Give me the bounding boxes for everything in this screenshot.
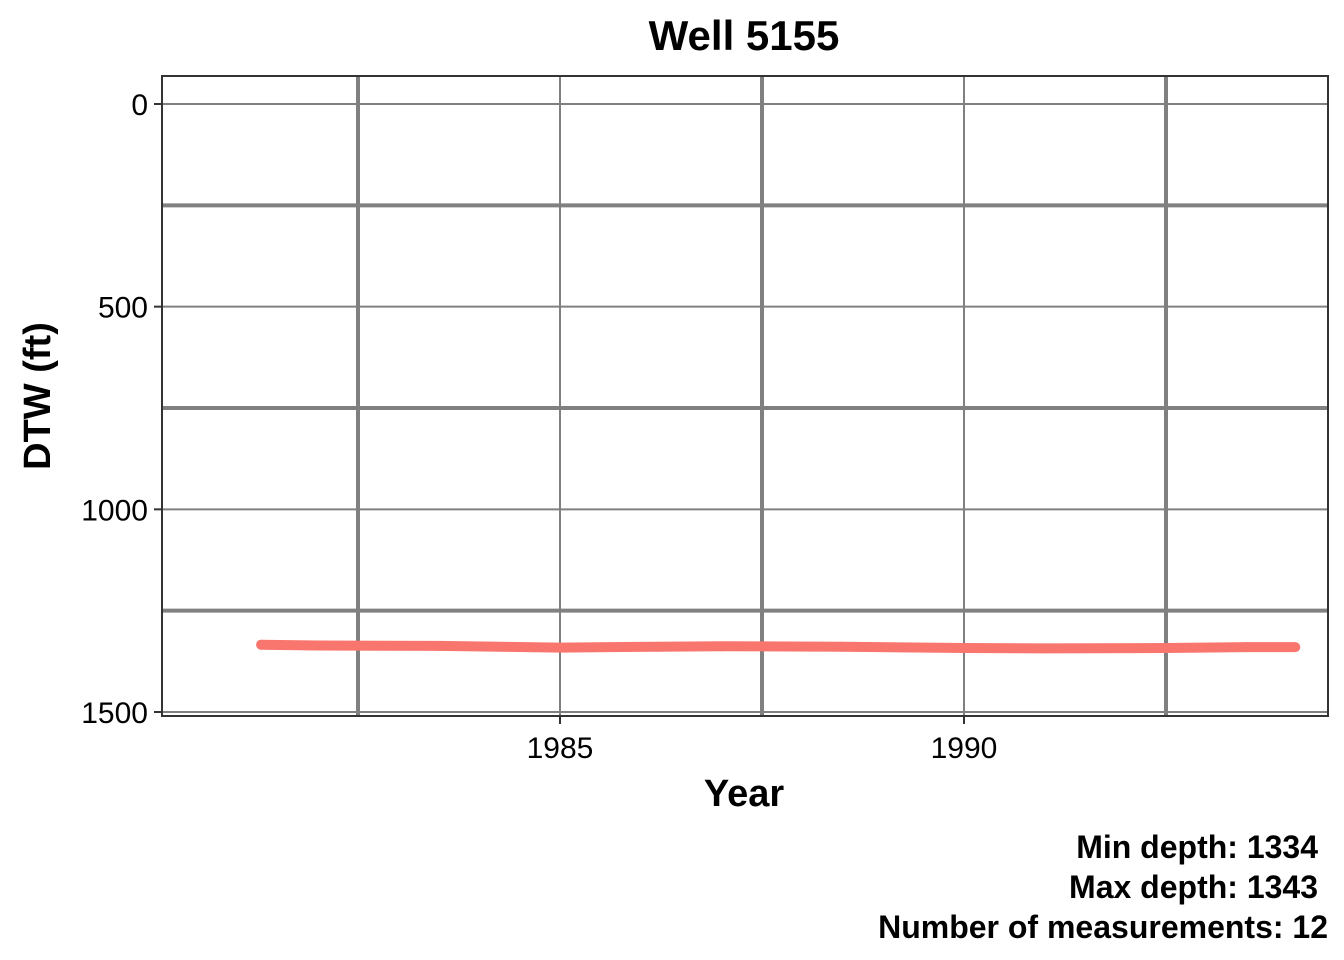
data-point — [1039, 643, 1050, 654]
series-line — [260, 639, 1296, 654]
grid — [162, 76, 1328, 716]
caption-min-depth: Min depth: 1334 — [1076, 829, 1318, 865]
data-point — [716, 641, 727, 652]
x-tick-label: 1985 — [527, 732, 594, 765]
axes: 1985 1990 0 500 1000 1500 — [81, 89, 997, 765]
data-point — [837, 641, 848, 652]
y-tick-label: 0 — [131, 89, 148, 122]
data-point — [1290, 642, 1301, 653]
series-layer — [256, 639, 1301, 654]
data-point — [1241, 642, 1252, 653]
data-point — [1161, 642, 1171, 653]
plot-panel-border — [161, 75, 1329, 717]
y-axis-title: DTW (ft) — [17, 322, 59, 470]
y-tick-label: 1000 — [81, 494, 148, 527]
x-axis-title: Year — [704, 773, 785, 815]
data-point — [433, 640, 444, 651]
caption-measurement-count: Number of measurements: 12 — [878, 909, 1328, 945]
data-point — [312, 640, 323, 651]
chart-title: Well 5155 — [649, 12, 840, 59]
data-point — [651, 641, 662, 652]
y-tick-label: 500 — [98, 292, 148, 325]
data-point — [256, 639, 267, 650]
y-tick-label: 1500 — [81, 697, 148, 730]
data-point — [555, 642, 565, 653]
x-tick-label: 1990 — [931, 732, 998, 765]
data-point — [959, 642, 969, 653]
caption-max-depth: Max depth: 1343 — [1069, 869, 1318, 905]
